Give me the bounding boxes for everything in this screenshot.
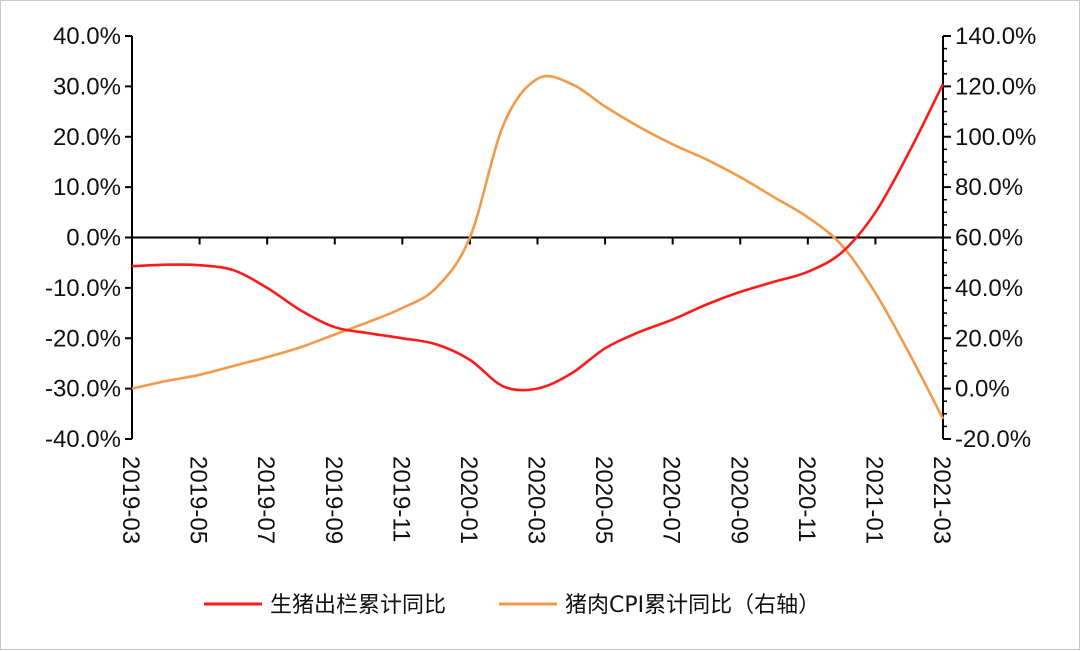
legend-label-pig-output: 生猪出栏累计同比 (270, 593, 446, 618)
right-axis-tick-label: 60.0% (955, 225, 1023, 252)
left-axis-tick-label: -40.0% (45, 426, 121, 453)
x-axis-tick-label: 2020-05 (590, 456, 617, 544)
left-axis-tick-label: 0.0% (66, 225, 121, 252)
left-axis-tick-label: -20.0% (45, 325, 121, 352)
series-layer (131, 74, 945, 420)
x-axis-tick-label: 2019-05 (185, 456, 212, 544)
left-axis-tick-label: -30.0% (45, 376, 121, 403)
left-axis-tick-label: 10.0% (53, 174, 121, 201)
right-axis-tick-label: 80.0% (955, 174, 1023, 201)
right-axis-tick-label: 120.0% (955, 73, 1036, 100)
right-axis-tick-label: -20.0% (955, 426, 1031, 453)
right-axis-tick-label: 140.0% (955, 23, 1036, 50)
x-axis-tick-label: 2020-09 (725, 456, 752, 544)
left-axis-tick-label: 20.0% (53, 124, 121, 151)
x-axis-tick-label: 2019-03 (117, 456, 144, 544)
x-axis-tick-label: 2020-07 (658, 456, 685, 544)
series-line-pig-output (131, 83, 945, 392)
left-axis-tick-label: 30.0% (53, 73, 121, 100)
x-axis-tick-label: 2020-01 (455, 456, 482, 544)
right-axis-tick-label: 20.0% (955, 325, 1023, 352)
x-axis-tick-label: 2019-11 (387, 456, 414, 542)
x-axis-ticks: 2019-03 2019-05 2019-07 2019-09 2019-11 2020-… (117, 237, 955, 544)
legend-label-pork-cpi: 猪肉CPI累计同比（右轴） (565, 593, 820, 618)
left-axis-tick-label: 40.0% (53, 23, 121, 50)
x-axis-tick-label: 2020-11 (793, 456, 820, 542)
legend: 生猪出栏累计同比 猪肉CPI累计同比（右轴） (204, 593, 820, 618)
series-line-pork-cpi (131, 74, 945, 420)
left-axis-tick-label: -10.0% (45, 275, 121, 302)
left-axis-ticks: 40.0% 30.0% 20.0% 10.0% 0.0% -10.0% -20.0% -30.… (45, 23, 132, 453)
x-axis-tick-label: 2020-03 (523, 456, 550, 544)
x-axis-tick-label: 2021-01 (860, 456, 887, 544)
x-axis-tick-label: 2021-03 (928, 456, 955, 544)
x-axis-tick-label: 2019-09 (320, 456, 347, 544)
right-axis-tick-label: 100.0% (955, 124, 1036, 151)
right-axis-tick-label: 40.0% (955, 275, 1023, 302)
x-axis-tick-label: 2019-07 (252, 456, 279, 544)
right-axis-ticks: 140.0% 120.0% 100.0% 80.0% 60.0% 40.0% 20.0% 0.… (943, 23, 1036, 453)
right-axis-tick-label: 0.0% (955, 376, 1010, 403)
